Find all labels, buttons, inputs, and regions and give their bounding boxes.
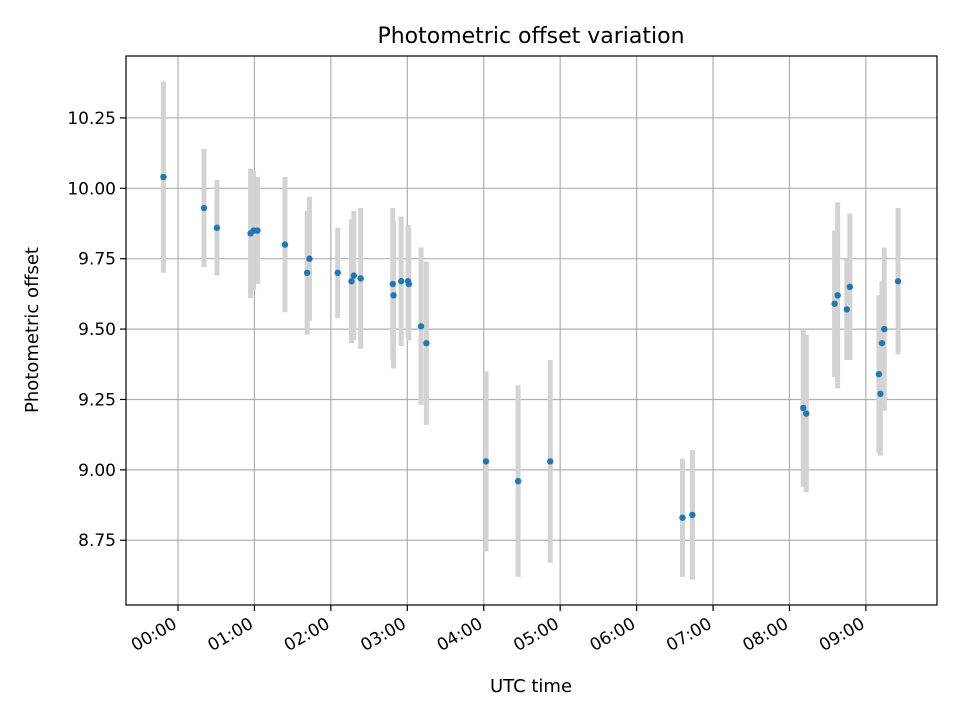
data-point — [397, 278, 405, 285]
data-point — [390, 292, 397, 299]
x-tick-label: 01:00 — [204, 614, 256, 656]
data-point — [514, 477, 522, 485]
data-point — [348, 278, 355, 285]
data-point — [800, 404, 807, 412]
data-point — [881, 325, 888, 333]
x-tick-label: 04:00 — [434, 614, 486, 656]
y-tick-label: 10.25 — [67, 109, 116, 129]
y-tick-label: 9.75 — [78, 250, 116, 270]
y-tick-label: 10.00 — [67, 179, 116, 199]
x-tick-label: 08:00 — [740, 614, 792, 656]
data-point — [254, 227, 261, 234]
data-point — [389, 280, 396, 288]
y-tick-label: 9.00 — [78, 461, 116, 481]
data-point — [875, 370, 883, 378]
data-point — [160, 173, 167, 181]
plot-frame — [125, 55, 938, 606]
data-point — [281, 241, 289, 248]
x-tick-label: 03:00 — [357, 614, 409, 656]
x-tick-label: 02:00 — [281, 614, 333, 656]
data-point — [679, 514, 686, 521]
data-point — [350, 272, 357, 279]
data-point — [405, 280, 413, 288]
data-point — [843, 306, 851, 313]
data-point — [877, 390, 884, 398]
data-point — [213, 224, 221, 231]
data-point — [878, 339, 886, 347]
data-point — [846, 283, 854, 291]
y-axis-label: Photometric offset — [22, 247, 43, 413]
data-point — [803, 410, 810, 417]
y-tick-label: 9.25 — [78, 390, 116, 410]
data-point — [831, 300, 838, 307]
y-tick-label: 9.50 — [78, 320, 116, 340]
data-point — [200, 204, 208, 212]
data-point — [417, 323, 425, 330]
x-tick-label: 05:00 — [510, 614, 562, 656]
y-tick-label: 8.75 — [78, 531, 116, 551]
data-point — [894, 278, 902, 285]
x-tick-label: 07:00 — [663, 614, 715, 656]
x-tick-label: 06:00 — [587, 614, 639, 656]
data-point — [303, 269, 311, 276]
data-points — [160, 173, 902, 521]
data-point — [547, 458, 554, 465]
data-point — [423, 339, 430, 347]
grid-lines — [126, 56, 937, 605]
data-point — [834, 292, 841, 299]
x-tick-label: 00:00 — [128, 614, 180, 656]
data-point — [689, 511, 696, 519]
axis-ticks: 00:00 01:00 02:00 03:00 04:00 05:00 06:00 07:00… — [67, 109, 868, 656]
x-tick-label: 09:00 — [816, 614, 868, 656]
data-point — [306, 255, 313, 262]
chart-title: Photometric offset variation — [377, 24, 684, 49]
data-point — [334, 269, 341, 276]
data-point — [357, 275, 364, 282]
data-point — [482, 458, 490, 465]
error-bars — [160, 81, 901, 580]
x-axis-label: UTC time — [490, 676, 572, 697]
